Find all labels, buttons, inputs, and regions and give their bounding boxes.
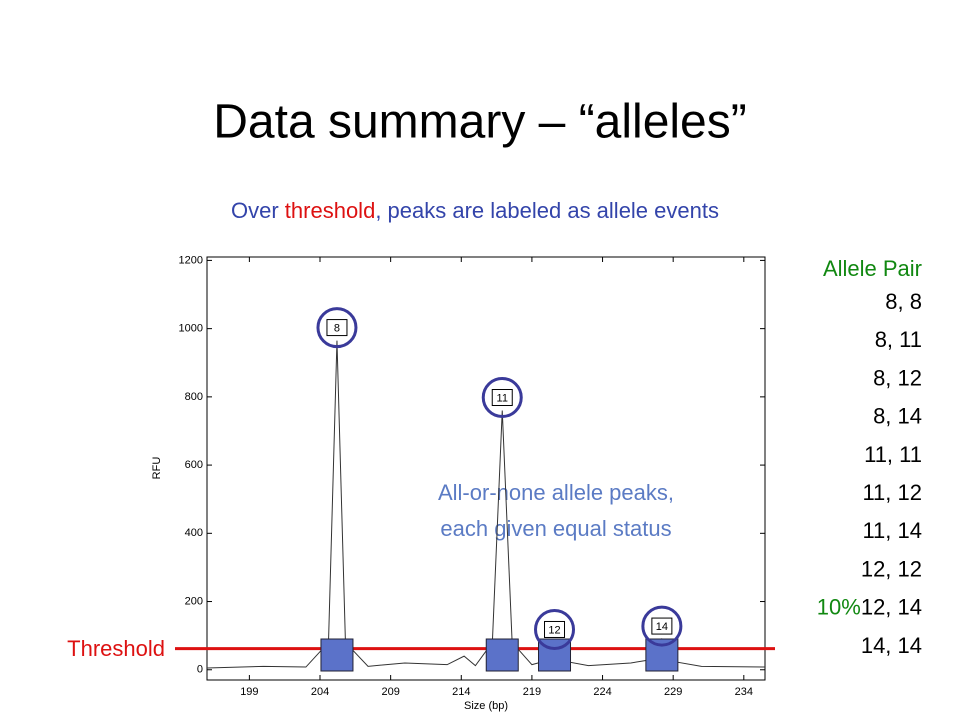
y-tick-label: 1200 — [179, 254, 203, 266]
pair-text: 14, 14 — [861, 633, 922, 658]
peak-circle — [534, 608, 576, 650]
pairs-header: Allele Pair — [823, 256, 922, 281]
y-tick-label: 600 — [185, 459, 203, 471]
peak-label: 14 — [656, 621, 668, 633]
allele-pair: 11, 12 — [862, 480, 922, 505]
peak-label-box — [326, 319, 348, 337]
subtitle-part: , peaks are labeled as allele events — [375, 198, 719, 223]
pair-text: 11, 12 — [862, 480, 922, 505]
x-tick-label: 224 — [593, 686, 611, 698]
title: Data summary – “alleles” — [213, 96, 746, 149]
peak-circle — [316, 307, 358, 349]
allele-pair: 8, 12 — [873, 365, 922, 390]
annotation: each given equal status — [440, 516, 671, 541]
allele-pair: 10%12, 14 — [817, 594, 922, 619]
plot-frame — [206, 256, 766, 681]
y-tick-label: 1000 — [179, 323, 203, 335]
x-tick-label: 229 — [664, 686, 682, 698]
y-tick-label: 0 — [197, 664, 203, 676]
y-tick-label: 400 — [185, 527, 203, 539]
pair-text: 8, 8 — [885, 289, 922, 314]
peak-label-box — [544, 620, 566, 638]
annotation: All-or-none allele peaks, — [438, 480, 674, 505]
x-tick-label: 199 — [240, 686, 258, 698]
pair-text: 8, 12 — [873, 365, 922, 390]
allele-pair: 11, 14 — [862, 518, 922, 543]
peak-label: 11 — [497, 392, 508, 404]
pair-text: 8, 14 — [873, 403, 922, 428]
y-tick-label: 800 — [185, 391, 203, 403]
peak-label-box — [491, 389, 513, 407]
y-tick-label: 200 — [185, 595, 203, 607]
pair-text: 11, 14 — [862, 518, 922, 543]
y-axis-label: RFU — [151, 457, 163, 480]
allele-bin — [320, 638, 354, 672]
x-tick-label: 234 — [735, 686, 753, 698]
allele-pair: 8, 8 — [885, 289, 922, 314]
subtitle-part: threshold — [285, 198, 376, 223]
peak-circle — [481, 377, 523, 419]
allele-pair: 8, 14 — [873, 403, 922, 428]
x-axis-label: Size (bp) — [464, 700, 508, 712]
peak-label: 12 — [548, 624, 560, 636]
pair-note: 10% — [817, 594, 861, 619]
allele-pair: 11, 11 — [864, 442, 922, 467]
pair-text: 12, 12 — [861, 556, 922, 581]
peak-label-box — [651, 617, 673, 635]
peak-circle — [641, 605, 683, 647]
peak-label: 8 — [334, 322, 340, 334]
pair-text: 11, 11 — [864, 442, 922, 467]
allele-pair: 12, 12 — [861, 556, 922, 581]
subtitle: Over threshold, peaks are labeled as all… — [231, 198, 719, 223]
subtitle-part: Over — [231, 198, 285, 223]
pair-text: 8, 11 — [875, 327, 922, 352]
allele-pair: 14, 14 — [861, 633, 922, 658]
x-tick-label: 219 — [523, 686, 541, 698]
threshold-label: Threshold — [67, 636, 165, 661]
allele-bin — [485, 638, 519, 672]
allele-pair: 8, 11 — [875, 327, 922, 352]
pair-text: 12, 14 — [861, 594, 922, 619]
x-tick-label: 209 — [381, 686, 399, 698]
x-tick-label: 204 — [311, 686, 329, 698]
x-tick-label: 214 — [452, 686, 470, 698]
